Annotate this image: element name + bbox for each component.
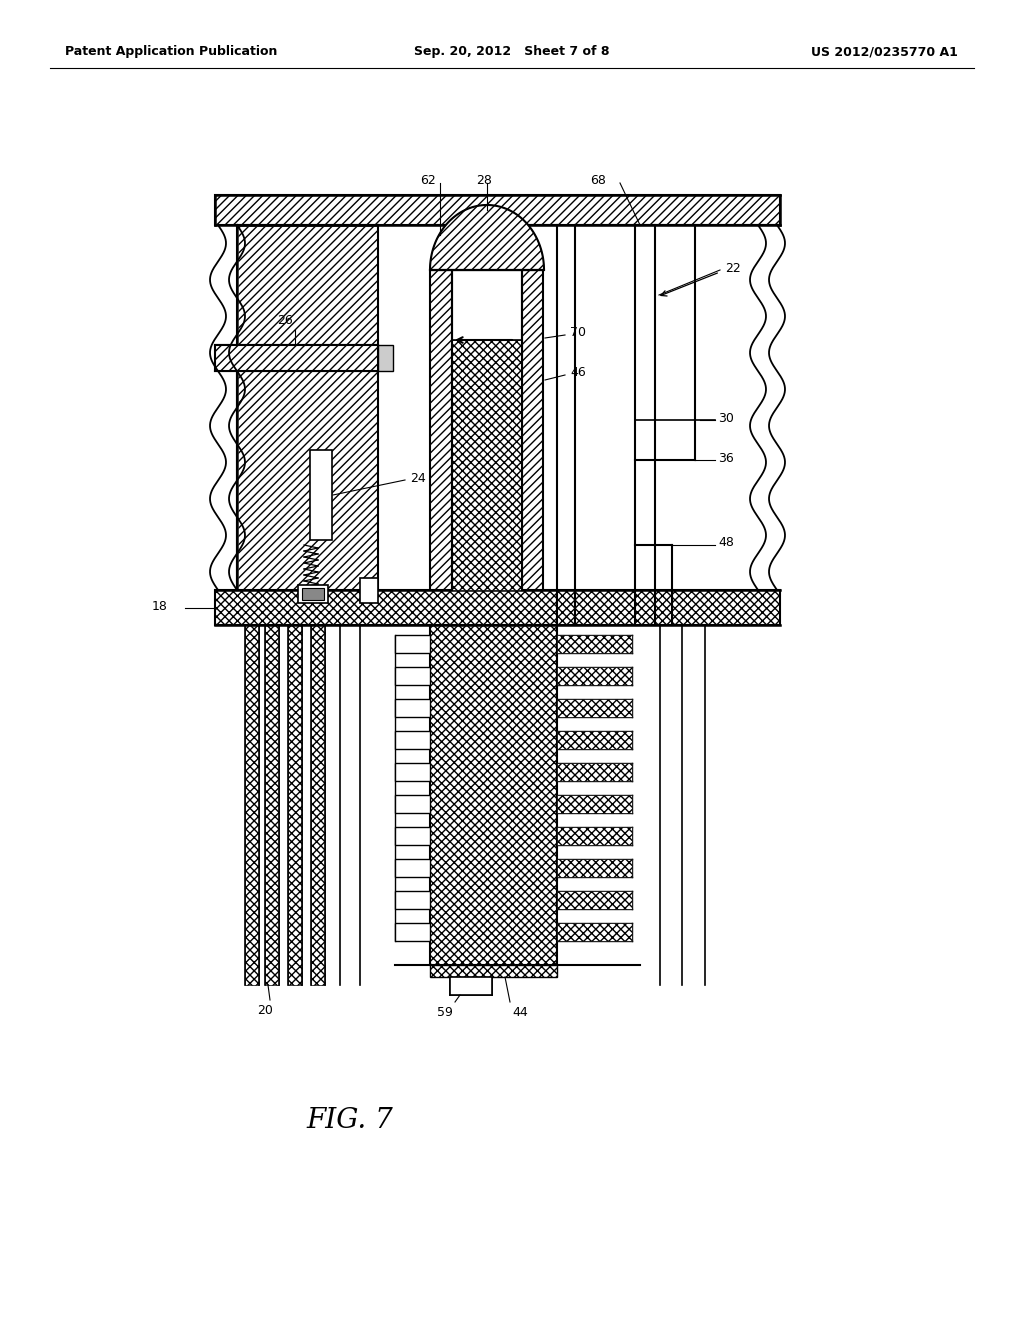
Text: Sep. 20, 2012   Sheet 7 of 8: Sep. 20, 2012 Sheet 7 of 8 (415, 45, 609, 58)
Bar (395, 923, 430, 941)
Bar (395, 667, 430, 685)
Bar (395, 859, 430, 876)
Bar (430, 271, 452, 590)
Bar (557, 828, 632, 845)
Text: 24: 24 (410, 471, 426, 484)
Bar (450, 977, 492, 995)
Bar (215, 195, 780, 224)
Bar (245, 624, 259, 985)
Bar (557, 923, 632, 941)
Bar (557, 795, 632, 813)
Bar (395, 763, 430, 781)
Text: 46: 46 (570, 367, 586, 380)
Bar (360, 578, 378, 603)
Bar (557, 700, 632, 717)
Bar (378, 345, 393, 371)
Bar (395, 828, 430, 845)
Text: 22: 22 (725, 261, 740, 275)
Bar (310, 450, 332, 540)
Text: 30: 30 (718, 412, 734, 425)
Bar (557, 667, 632, 685)
Bar (215, 590, 780, 624)
Bar (311, 624, 325, 985)
Text: 48: 48 (718, 536, 734, 549)
Text: 18: 18 (152, 601, 168, 614)
Bar (395, 635, 430, 653)
Bar (557, 763, 632, 781)
Text: 70: 70 (570, 326, 586, 339)
Text: Patent Application Publication: Patent Application Publication (65, 45, 278, 58)
Bar (557, 859, 632, 876)
Text: 28: 28 (476, 173, 492, 186)
Bar (430, 965, 557, 977)
Bar (288, 624, 302, 985)
Bar (557, 731, 632, 748)
Bar (557, 635, 632, 653)
Text: US 2012/0235770 A1: US 2012/0235770 A1 (811, 45, 958, 58)
Bar (395, 891, 430, 909)
Text: FIG. 7: FIG. 7 (306, 1106, 393, 1134)
Text: 68: 68 (590, 173, 606, 186)
Bar (395, 795, 430, 813)
Text: 62: 62 (420, 173, 436, 186)
Bar (557, 891, 632, 909)
Bar (265, 624, 279, 985)
Text: 59: 59 (437, 1006, 453, 1019)
Bar (302, 587, 324, 601)
Bar (238, 226, 377, 590)
Text: 20: 20 (257, 1003, 273, 1016)
Text: 26: 26 (278, 314, 293, 326)
Bar (215, 345, 378, 371)
Polygon shape (430, 205, 544, 271)
Bar (522, 271, 543, 590)
Text: 36: 36 (718, 451, 734, 465)
Text: 44: 44 (512, 1006, 528, 1019)
Bar (452, 341, 522, 590)
Bar (395, 731, 430, 748)
Bar (430, 624, 557, 965)
Bar (298, 585, 328, 603)
Bar (395, 700, 430, 717)
